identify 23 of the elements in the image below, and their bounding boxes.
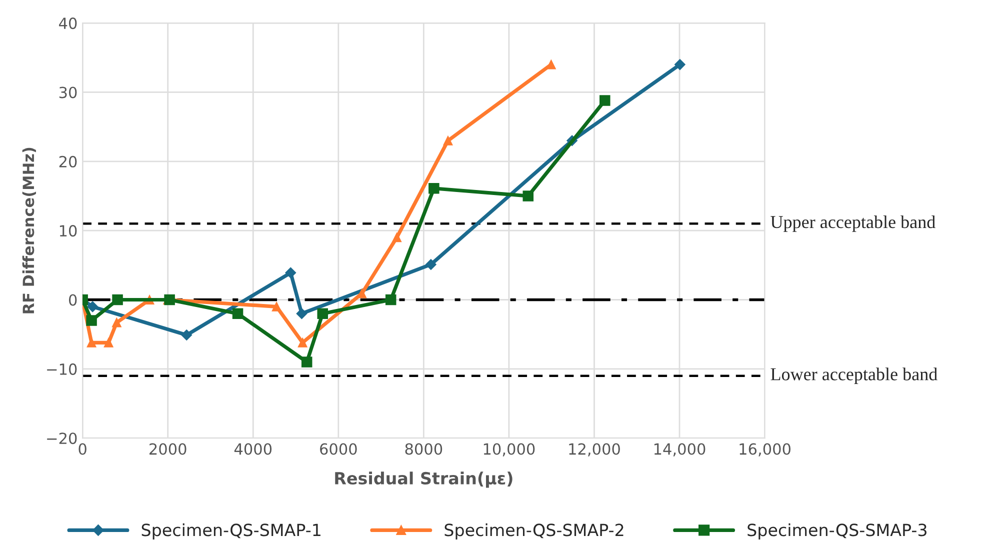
y-axis-title: RF Difference(MHz) [22,148,36,314]
ref-line-label: Upper acceptable band [770,215,936,232]
y-tick-label: −20 [47,432,77,444]
y-tick-label: 30 [59,86,77,98]
x-tick-label: 12,000 [569,443,620,456]
x-tick-label: 14,000 [654,443,706,456]
y-tick-label: 40 [59,18,77,30]
legend-label: Specimen-QS-SMAP-3 [748,523,926,540]
x-tick-label: 16,000 [740,443,790,456]
x-tick-label: 2000 [150,443,186,455]
legend-label: Specimen-QS-SMAP-2 [444,523,624,540]
x-tick-label: 10,000 [484,443,535,456]
y-tick-label: 20 [59,156,77,168]
x-axis-title: Residual Strain(με) [335,472,512,488]
ref-line-label: Lower acceptable band [770,368,938,384]
y-tick-label: 0 [69,294,77,306]
y-tick-label: −10 [47,363,77,375]
legend-label: Specimen-QS-SMAP-1 [142,523,320,540]
x-tick-label: 8000 [405,443,442,455]
x-tick-label: 0 [78,443,86,455]
x-tick-label: 6000 [320,443,357,455]
y-tick-label: 10 [60,225,77,237]
x-tick-label: 4000 [234,443,272,455]
